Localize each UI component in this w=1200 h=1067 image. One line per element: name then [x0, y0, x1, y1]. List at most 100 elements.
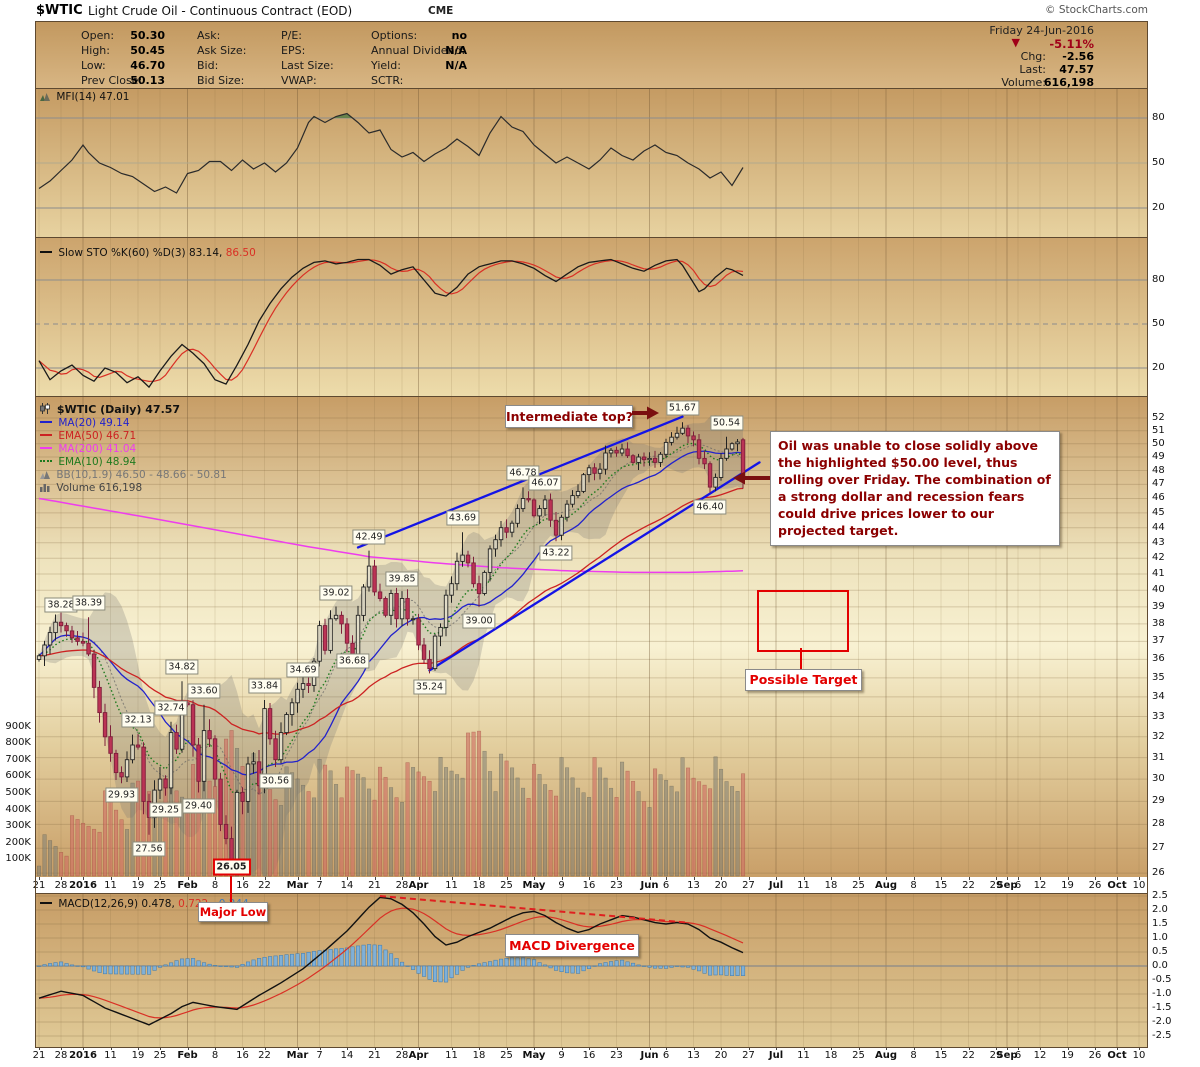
x-axis-tick — [693, 877, 695, 880]
x-axis-tick — [941, 1047, 942, 1050]
x-axis-label: 29 — [989, 880, 1003, 891]
x-axis-label: 11 — [797, 880, 810, 891]
x-axis-tick — [1117, 877, 1118, 880]
x-axis-label: Oct — [1107, 1050, 1127, 1061]
price-flag: 39.00 — [462, 613, 496, 629]
quote-label: Bid: — [197, 59, 219, 72]
x-axis-tick — [1095, 1047, 1096, 1050]
x-axis-tick — [1040, 877, 1041, 880]
quote-value: 46.70 — [130, 59, 165, 72]
axis-tick-label: 44 — [1152, 521, 1165, 533]
axis-tick-label: 1.0 — [1152, 932, 1168, 943]
x-axis-tick — [479, 1047, 480, 1050]
x-axis-tick — [138, 1047, 139, 1050]
quote-value: 50.45 — [130, 44, 165, 57]
quote-value: N/A — [445, 44, 467, 57]
quote-value: 50.30 — [130, 29, 165, 42]
axis-tick-label: 31 — [1152, 751, 1165, 763]
x-axis-label: 11 — [445, 880, 458, 891]
macd-divergence-label: MACD Divergence — [505, 934, 639, 957]
x-axis-label: Jun — [640, 880, 659, 891]
quote-label: P/E: — [281, 29, 302, 42]
x-axis-tick — [264, 877, 266, 880]
x-axis-label: 14 — [340, 1050, 354, 1061]
x-axis-tick — [347, 1047, 348, 1050]
x-axis-tick — [402, 1047, 403, 1050]
x-axis-tick — [264, 1047, 266, 1050]
x-axis-tick — [1067, 1047, 1069, 1050]
x-axis-tick — [39, 877, 40, 880]
major-low-label: Major Low — [198, 902, 268, 922]
price-flag: 29.93 — [104, 787, 139, 803]
x-axis-label: 9 — [558, 1050, 565, 1061]
x-axis-tick — [748, 877, 750, 880]
x-axis-tick — [374, 877, 376, 880]
quote-label: Yield: — [371, 59, 401, 72]
x-axis-tick — [721, 877, 722, 880]
axis-tick-label: 0.5 — [1152, 946, 1168, 957]
x-axis-label: Mar — [286, 1050, 309, 1061]
x-axis-tick — [138, 877, 139, 880]
x-axis-label: Sep — [996, 1050, 1018, 1061]
axis-tick-label: 2.5 — [1152, 890, 1168, 901]
stochastic-panel — [35, 238, 1148, 397]
price-flag: 46.40 — [693, 499, 727, 515]
x-axis-label: 8 — [211, 880, 219, 891]
axis-tick-label: 30 — [1152, 773, 1165, 785]
bb-legend-text: BB(10,1.9) 46.50 - 48.66 - 50.81 — [56, 469, 227, 481]
chg-label: Chg: — [1020, 50, 1046, 63]
x-axis-label: 22 — [258, 1050, 271, 1061]
quote-value: 50.13 — [130, 74, 165, 87]
axis-tick-label: 48 — [1152, 464, 1165, 476]
x-axis-tick — [418, 1047, 420, 1050]
axis-tick-label: 28 — [1152, 818, 1165, 830]
x-axis-label: Oct — [1107, 880, 1127, 891]
x-axis-label: 22 — [258, 880, 271, 891]
ema50-line-icon — [40, 434, 52, 436]
axis-tick-label: 50 — [1152, 437, 1165, 449]
x-axis-tick — [561, 877, 563, 880]
x-axis-label: 29 — [989, 1050, 1003, 1061]
x-axis-label: 28 — [54, 880, 68, 891]
x-axis-label: 13 — [687, 880, 700, 891]
x-axis-label: 8 — [910, 1050, 917, 1061]
axis-tick-label: 35 — [1152, 671, 1165, 683]
x-axis-tick — [242, 877, 244, 880]
quote-label: Annual Dividend: — [371, 44, 466, 57]
price-flag: 35.24 — [412, 679, 447, 695]
axis-tick-label: 50 — [1152, 157, 1165, 168]
mfi-legend-text: MFI(14) 47.01 — [56, 91, 130, 103]
x-axis-label: 28 — [395, 1050, 409, 1061]
axis-tick-label: 43 — [1152, 536, 1165, 548]
x-axis-label: Apr — [408, 880, 429, 891]
quote-label: EPS: — [281, 44, 306, 57]
axis-tick-label: 38 — [1152, 617, 1165, 629]
mfi-panel — [35, 89, 1148, 237]
axis-tick-label: 1.5 — [1152, 918, 1168, 929]
x-axis-tick — [1117, 1047, 1118, 1050]
sto-line-icon — [40, 251, 52, 253]
x-axis-label: 11 — [104, 1050, 117, 1061]
axis-tick-label: 27 — [1152, 842, 1165, 854]
x-axis-tick — [215, 877, 216, 880]
axis-tick-label: 80 — [1152, 273, 1165, 285]
axis-tick-label: 42 — [1152, 552, 1165, 564]
x-axis-tick — [61, 877, 62, 880]
quote-value: no — [451, 29, 467, 42]
mfi-legend: MFI(14) 47.01 — [40, 91, 130, 104]
x-axis-tick — [616, 1047, 618, 1050]
separator — [35, 88, 1148, 89]
x-axis-tick — [858, 877, 860, 880]
axis-tick-label: -2.0 — [1152, 1016, 1172, 1027]
price-flag: 38.39 — [71, 595, 106, 611]
x-axis-label: 18 — [472, 1050, 486, 1061]
intermediate-top-callout: Intermediate top? — [505, 405, 633, 428]
quote-label: Prev Close: — [81, 74, 143, 87]
x-axis-label: 19 — [1061, 880, 1074, 891]
axis-tick-label: 20 — [1152, 362, 1165, 373]
price-flag: 29.25 — [148, 802, 183, 818]
volume-legend: Volume 616,198 — [40, 482, 142, 495]
main-legend-text: $WTIC (Daily) 47.57 — [56, 403, 181, 416]
axis-tick-label: 46 — [1152, 492, 1165, 504]
x-axis-label: Aug — [874, 880, 898, 891]
